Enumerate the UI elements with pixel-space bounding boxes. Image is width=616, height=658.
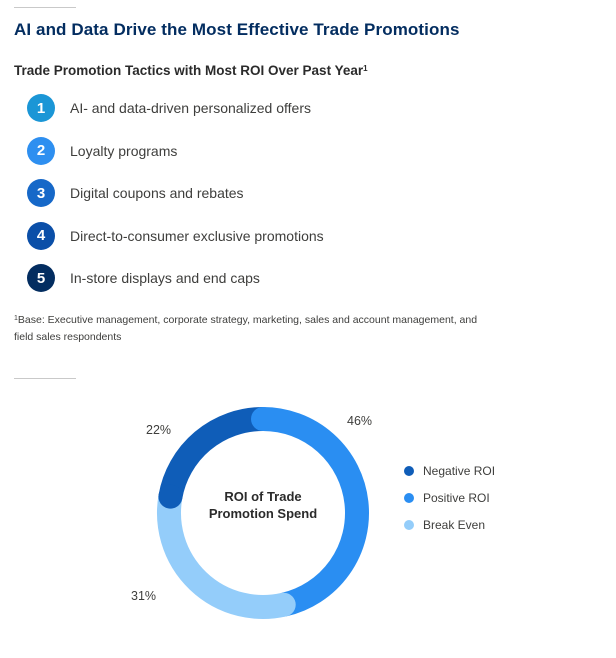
subtitle-footnote-marker: 1 <box>363 64 368 73</box>
slice-cap <box>251 407 275 431</box>
rank-badge: 1 <box>27 94 55 122</box>
tactic-label: AI- and data-driven personalized offers <box>70 100 311 116</box>
slice-cap <box>158 484 183 509</box>
donut-center-label: ROI of Trade Promotion Spend <box>208 489 318 521</box>
list-item: 4 Direct-to-consumer exclusive promotion… <box>27 221 324 250</box>
list-subtitle: Trade Promotion Tactics with Most ROI Ov… <box>14 63 368 78</box>
legend-item-break-even: Break Even <box>404 518 495 532</box>
footnote-text: Base: Executive management, corporate st… <box>14 314 478 343</box>
rank-badge: 3 <box>27 179 55 207</box>
top-divider <box>14 7 76 8</box>
subtitle-text: Trade Promotion Tactics with Most ROI Ov… <box>14 63 364 78</box>
legend-swatch <box>404 493 414 503</box>
tactic-label: In-store displays and end caps <box>70 270 260 286</box>
donut-slice-break-even <box>157 494 287 619</box>
tactic-label: Digital coupons and rebates <box>70 185 244 201</box>
tactic-label: Loyalty programs <box>70 142 178 159</box>
legend-item-negative-roi: Negative ROI <box>404 464 495 478</box>
footnote: 1Base: Executive management, corporate s… <box>14 310 484 346</box>
slice-label-break-even: 31% <box>131 589 157 603</box>
footnote-marker: 1 <box>14 315 18 322</box>
chart-legend: Negative ROI Positive ROI Break Even <box>404 464 495 545</box>
slice-cap <box>271 592 296 617</box>
list-item: 1 AI- and data-driven personalized offer… <box>27 94 324 122</box>
legend-swatch <box>404 466 414 476</box>
rank-badge: 4 <box>27 221 55 250</box>
rank-badge: 5 <box>27 264 55 292</box>
donut-slice-negative-roi <box>158 407 264 500</box>
slice-label-negative-roi: 22% <box>146 423 172 437</box>
legend-label: Positive ROI <box>423 491 490 505</box>
legend-label: Break Even <box>423 518 486 532</box>
page-title: AI and Data Drive the Most Effective Tra… <box>14 20 460 39</box>
list-item: 2 Loyalty programs <box>27 136 324 165</box>
tactic-label: Direct-to-consumer exclusive promotions <box>70 227 324 244</box>
section-divider <box>14 378 76 379</box>
donut-slice-positive-roi <box>262 407 369 617</box>
list-item: 5 In-store displays and end caps <box>27 264 324 292</box>
slice-label-positive-roi: 46% <box>347 414 373 428</box>
legend-item-positive-roi: Positive ROI <box>404 491 495 505</box>
legend-label: Negative ROI <box>423 464 496 478</box>
legend-swatch <box>404 520 414 530</box>
rank-badge: 2 <box>27 136 55 165</box>
tactics-list: 1 AI- and data-driven personalized offer… <box>27 94 324 307</box>
list-item: 3 Digital coupons and rebates <box>27 179 324 207</box>
